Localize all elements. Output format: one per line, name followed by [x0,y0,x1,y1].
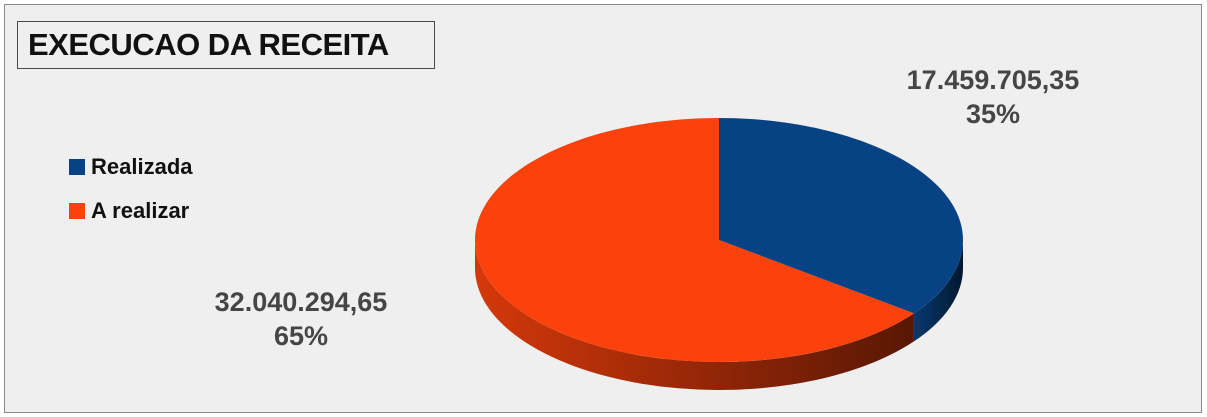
pie-slice-1 [474,118,914,362]
chart-frame: EXECUCAO DA RECEITA Realizada A realizar… [4,4,1202,413]
legend-swatch-realizada [69,159,85,175]
pie-side-0 [913,240,963,342]
chart-title: EXECUCAO DA RECEITA [17,21,435,69]
pie-slice-0 [719,118,963,314]
legend-label-a-realizar: A realizar [91,198,190,223]
data-label-realizada-value: 17.459.705,35 [906,65,1080,95]
legend-swatch-a-realizar [69,203,85,219]
data-label-realizada: 17.459.705,35 35% [873,63,1113,131]
legend-item-a-realizar: A realizar [69,189,193,233]
legend-label-realizada: Realizada [91,154,193,179]
chart-title-text: EXECUCAO DA RECEITA [28,27,389,62]
data-label-a-realizar: 32.040.294,65 65% [181,285,421,353]
data-label-realizada-percent: 35% [965,99,1021,129]
pie-chart [474,118,963,390]
data-label-a-realizar-percent: 65% [273,321,329,351]
legend: Realizada A realizar [69,145,193,233]
legend-item-realizada: Realizada [69,145,193,189]
pie-side-1 [475,240,914,390]
data-label-a-realizar-value: 32.040.294,65 [214,287,388,317]
